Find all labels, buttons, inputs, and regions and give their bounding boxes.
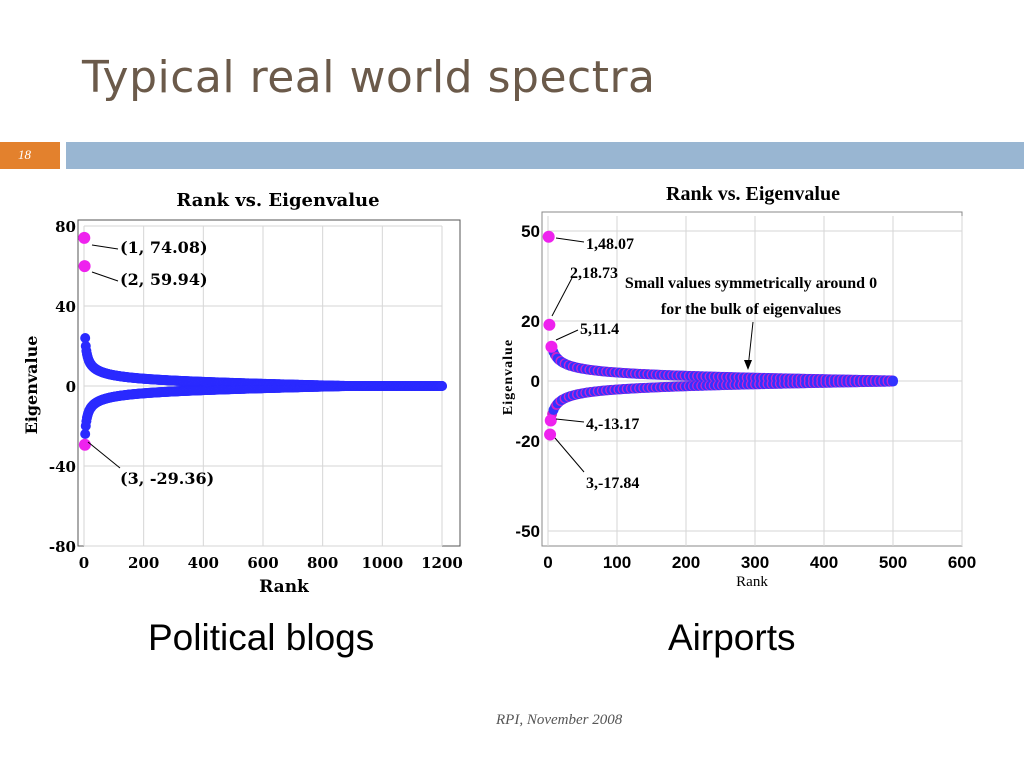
bulk-point bbox=[888, 376, 898, 387]
annotation-label: 1,48.07 bbox=[586, 236, 634, 253]
highlighted-point bbox=[78, 231, 91, 244]
annotation-arrow bbox=[91, 244, 119, 250]
x-tick-label: 300 bbox=[741, 553, 769, 572]
annotation-label: 3,-17.84 bbox=[586, 475, 639, 492]
bulk-point bbox=[437, 381, 447, 391]
bulk-point bbox=[80, 333, 91, 344]
y-tick-label: 50 bbox=[521, 222, 540, 241]
note-line-1: Small values symmetrically around 0 bbox=[625, 275, 877, 292]
highlighted-point bbox=[544, 414, 557, 427]
x-tick-label: 100 bbox=[603, 553, 631, 572]
highlighted-point bbox=[543, 318, 556, 331]
x-tick-label: 0 bbox=[79, 554, 89, 572]
highlighted-point bbox=[78, 260, 91, 273]
slide-footer: RPI, November 2008 bbox=[496, 712, 623, 728]
y-tick-label: 0 bbox=[531, 372, 540, 391]
y-axis-label: Eigenvalue bbox=[501, 339, 516, 415]
y-tick-label: 20 bbox=[521, 312, 540, 331]
highlighted-point bbox=[78, 438, 91, 451]
slide-number: 18 bbox=[18, 147, 31, 162]
highlighted-point bbox=[545, 340, 558, 353]
y-tick-label: 80 bbox=[55, 218, 76, 236]
x-tick-label: 200 bbox=[672, 553, 700, 572]
annotation-arrow bbox=[87, 441, 121, 469]
y-axis-label: Eigenvalue bbox=[22, 336, 41, 435]
y-tick-label: -20 bbox=[515, 432, 540, 451]
annotation-arrow bbox=[555, 418, 585, 423]
annotation-arrow bbox=[551, 277, 573, 317]
y-tick-label: -80 bbox=[49, 538, 76, 556]
x-tick-label: 1200 bbox=[421, 554, 463, 572]
caption-airports: Airports bbox=[668, 617, 796, 658]
political-blogs-chart: Rank vs. Eigenvalue Eigenvalue Rank 80 40… bbox=[22, 190, 463, 597]
header-band bbox=[66, 142, 1024, 169]
slide-title: Typical real world spectra bbox=[82, 52, 656, 103]
slide-number-box: 18 bbox=[0, 142, 60, 169]
annotation-arrow bbox=[555, 329, 579, 341]
annotation-label: 2,18.73 bbox=[570, 265, 618, 282]
note-arrowhead bbox=[744, 360, 752, 370]
x-axis-label: Rank bbox=[736, 574, 768, 590]
y-tick-label: -40 bbox=[49, 458, 76, 476]
bulk-point bbox=[80, 428, 91, 439]
note-line-2: for the bulk of eigenvalues bbox=[661, 301, 841, 318]
highlighted-point bbox=[544, 428, 557, 441]
x-tick-label: 1000 bbox=[361, 554, 403, 572]
x-tick-label: 600 bbox=[247, 554, 278, 572]
x-tick-label: 800 bbox=[307, 554, 338, 572]
chart-title: Rank vs. Eigenvalue bbox=[666, 183, 840, 205]
airports-chart: Rank vs. Eigenvalue Eigenvalue Rank 50 20… bbox=[501, 183, 976, 590]
y-tick-label: 0 bbox=[66, 378, 76, 396]
x-tick-label: 400 bbox=[810, 553, 838, 572]
x-tick-label: 500 bbox=[879, 553, 907, 572]
annotation-label: (1, 74.08) bbox=[120, 238, 208, 257]
x-axis-label: Rank bbox=[259, 577, 310, 597]
annotation-label: (2, 59.94) bbox=[120, 270, 208, 289]
annotation-label: 4,-13.17 bbox=[586, 416, 639, 433]
annotation-label: (3, -29.36) bbox=[120, 469, 214, 488]
caption-political-blogs: Political blogs bbox=[148, 617, 375, 658]
annotation-label: 5,11.4 bbox=[580, 321, 619, 338]
x-tick-label: 400 bbox=[188, 554, 219, 572]
highlighted-point bbox=[542, 230, 555, 243]
x-tick-label: 200 bbox=[128, 554, 159, 572]
x-tick-label: 0 bbox=[543, 553, 552, 572]
annotation-arrow bbox=[554, 437, 585, 473]
annotation-arrow bbox=[555, 237, 585, 243]
x-tick-label: 600 bbox=[948, 553, 976, 572]
chart-title: Rank vs. Eigenvalue bbox=[176, 190, 379, 211]
y-tick-label: -50 bbox=[515, 522, 540, 541]
y-tick-label: 40 bbox=[55, 298, 76, 316]
annotation-arrow bbox=[91, 271, 119, 282]
